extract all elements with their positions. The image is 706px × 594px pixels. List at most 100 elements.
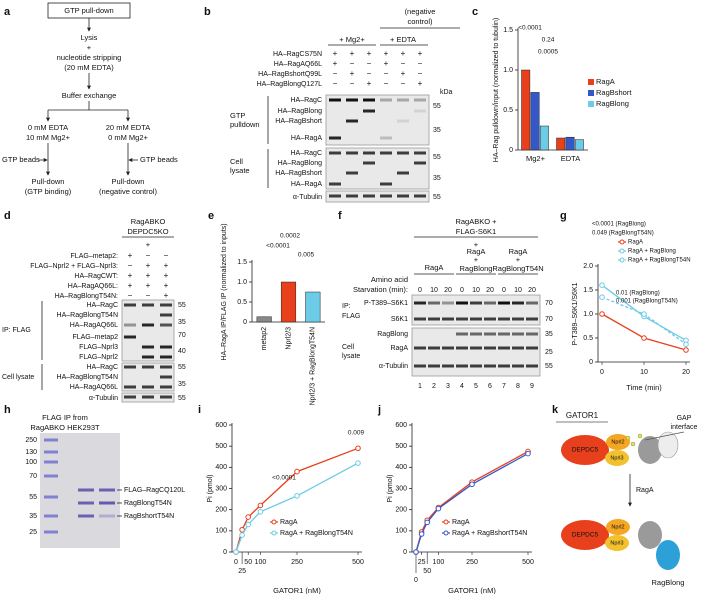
band bbox=[363, 161, 375, 165]
label: 35 bbox=[178, 319, 186, 326]
band bbox=[78, 488, 94, 492]
label: 55 bbox=[178, 395, 186, 402]
bar bbox=[305, 291, 321, 323]
band bbox=[428, 301, 440, 305]
y-axis-label: Pi (pmol) bbox=[387, 474, 394, 502]
point bbox=[257, 502, 264, 509]
point bbox=[413, 549, 419, 555]
x-tick-label: 50 bbox=[244, 559, 252, 566]
label: Nprl3 bbox=[610, 455, 623, 461]
label: 55 bbox=[178, 364, 186, 371]
label: 20 bbox=[486, 287, 494, 294]
x-tick-label: 20 bbox=[682, 369, 690, 376]
label: + bbox=[401, 49, 406, 58]
label: (GTP binding) bbox=[25, 187, 72, 196]
band bbox=[124, 365, 136, 369]
label: Nprl2 bbox=[611, 524, 624, 530]
legend-label: RagBlong bbox=[596, 99, 629, 108]
label: interface bbox=[671, 424, 698, 431]
point bbox=[239, 532, 245, 538]
bar bbox=[530, 92, 540, 151]
point bbox=[239, 526, 245, 533]
band bbox=[526, 364, 538, 368]
band bbox=[442, 364, 454, 368]
label: Cell bbox=[342, 344, 355, 351]
label: 10 mM Mg2+ bbox=[26, 133, 71, 142]
x-tick-label: 500 bbox=[522, 559, 534, 566]
x-tick-label: 500 bbox=[352, 559, 364, 566]
band bbox=[363, 194, 375, 198]
band bbox=[160, 323, 172, 327]
series-line bbox=[415, 453, 529, 553]
band bbox=[442, 301, 454, 305]
label: + bbox=[384, 49, 389, 58]
annotation: 0.0005 bbox=[538, 49, 558, 56]
legend-marker bbox=[619, 248, 625, 254]
label: GTP bbox=[230, 111, 245, 120]
label: RagBlong bbox=[377, 331, 408, 338]
bar bbox=[256, 316, 272, 323]
label: P-T389–S6K1 bbox=[364, 300, 408, 307]
label: 6 bbox=[488, 383, 492, 390]
y-axis-label: HA–RagA IP/FLAG IP (normalized to inputs… bbox=[221, 223, 228, 360]
blot bbox=[411, 327, 541, 377]
legend-label: RagA + RagBshortT54N bbox=[452, 530, 527, 537]
bar bbox=[280, 281, 297, 323]
label: Nprl3 bbox=[610, 540, 623, 546]
legend-label: RagA + RagBlongT54N bbox=[628, 258, 691, 264]
y-tick-label: 1.5 bbox=[583, 287, 593, 294]
label: − bbox=[418, 69, 423, 78]
label: FLAG–Nprl2 + FLAG–Nprl3: bbox=[30, 263, 118, 270]
x-tick-label: 250 bbox=[466, 559, 478, 566]
label: FLAG–metap2 bbox=[72, 334, 118, 341]
band bbox=[456, 332, 468, 336]
y-tick-label: 100 bbox=[215, 528, 227, 535]
y-tick-label: 0.5 bbox=[503, 107, 513, 114]
point bbox=[294, 493, 300, 499]
band bbox=[363, 98, 375, 102]
band bbox=[329, 136, 341, 140]
label: HA–RagAQ66L bbox=[274, 61, 322, 68]
label: 0 bbox=[502, 287, 506, 294]
y-tick-label: 300 bbox=[215, 485, 227, 492]
band bbox=[484, 301, 496, 305]
band bbox=[397, 171, 409, 175]
band bbox=[142, 323, 154, 327]
panel-label: f bbox=[338, 210, 342, 222]
panel-label: g bbox=[560, 210, 567, 222]
x-axis-label: GATOR1 (nM) bbox=[448, 586, 496, 594]
point bbox=[683, 341, 689, 348]
label: HA–RagBlongT54N bbox=[57, 374, 118, 381]
band bbox=[142, 385, 154, 389]
y-tick-label: 600 bbox=[215, 422, 227, 429]
band bbox=[124, 323, 136, 327]
label: + bbox=[474, 240, 479, 249]
label: HA–RagC bbox=[290, 97, 322, 104]
x-tick-label: Nprl2/3 + RagBlongT54N bbox=[310, 327, 317, 405]
label: 20 bbox=[444, 287, 452, 294]
label: − bbox=[384, 79, 389, 88]
band bbox=[124, 385, 136, 389]
band bbox=[329, 182, 341, 186]
label: 20 bbox=[528, 287, 536, 294]
label: FLAG bbox=[342, 313, 360, 320]
legend-marker bbox=[443, 530, 449, 536]
label: 55 bbox=[178, 302, 186, 309]
panel-label: h bbox=[4, 404, 11, 416]
point bbox=[435, 505, 442, 512]
label: DEPDC5 bbox=[572, 532, 599, 539]
label: Nprl2 bbox=[611, 439, 624, 445]
label: α-Tubulin bbox=[293, 194, 322, 201]
protein bbox=[638, 436, 662, 464]
ladder-band bbox=[44, 514, 58, 518]
x-tick-label: Nprl2/3 bbox=[285, 327, 292, 350]
band bbox=[346, 151, 358, 155]
label: GTP pull-down bbox=[64, 6, 113, 15]
label: 4 bbox=[460, 383, 464, 390]
x-axis-label: GATOR1 (nM) bbox=[273, 586, 321, 594]
label: 250 bbox=[25, 437, 37, 444]
y-tick-label: 500 bbox=[215, 443, 227, 450]
label: RagBlong bbox=[652, 578, 685, 587]
point bbox=[469, 481, 475, 488]
